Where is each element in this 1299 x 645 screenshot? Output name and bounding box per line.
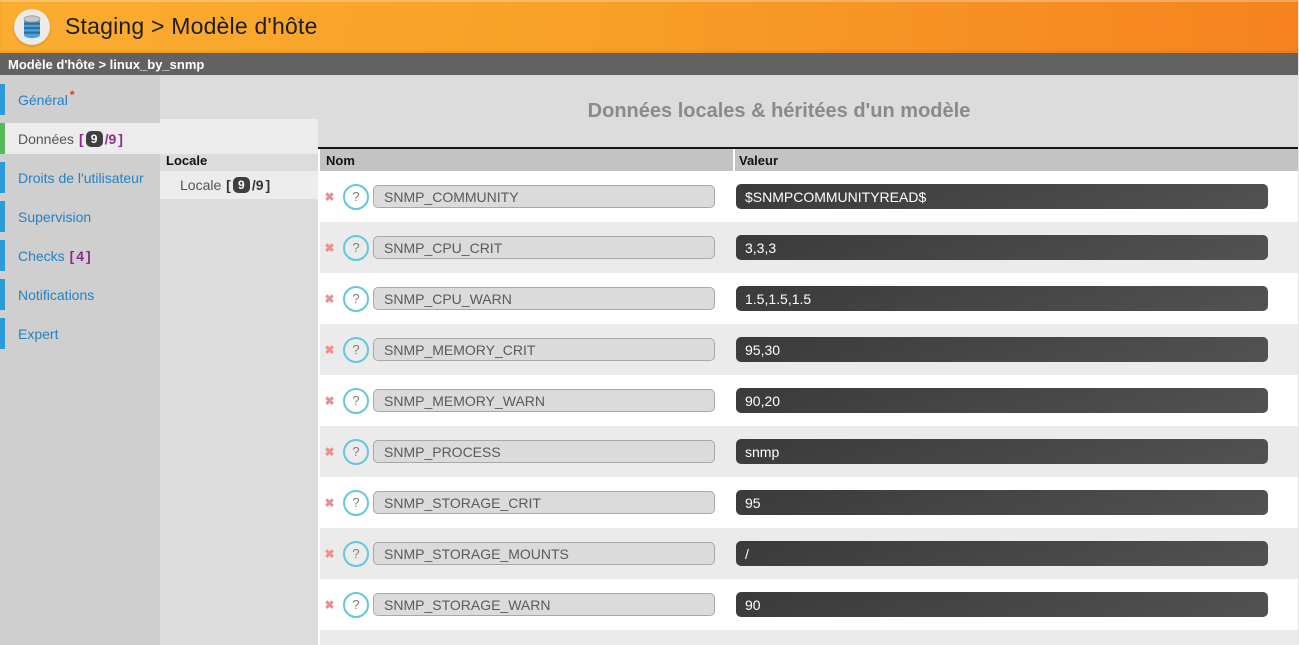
macro-value-input[interactable] [736,592,1268,617]
delete-icon[interactable]: ✖ [324,495,335,510]
macro-value-input[interactable] [736,337,1268,362]
count-badge: 9 [85,130,103,147]
sidebar: Général * Données [9/9] Droits de l'utili… [0,75,160,645]
macro-name-input[interactable] [373,491,715,514]
table-row: ✖ ? [320,222,1298,273]
macro-name-input[interactable] [373,338,715,361]
macro-value-input[interactable] [736,235,1268,260]
macro-name-input[interactable] [373,440,715,463]
table-row: ✖ ? [320,375,1298,426]
delete-icon[interactable]: ✖ [324,597,335,612]
macro-value-input[interactable] [736,490,1268,515]
help-icon[interactable]: ? [343,183,369,210]
database-icon [14,8,50,45]
locale-selected-item[interactable]: Locale [9/9] [160,171,318,199]
macro-value-input[interactable] [736,286,1268,311]
table-header-row: Nom Valeur [320,149,1298,171]
column-header-nom: Nom [320,149,735,171]
table-row: ✖ ? [320,477,1298,528]
count-bracket: [ [78,130,84,147]
table-row: ✖ ? [320,528,1298,579]
sidebar-item-label: Notifications [18,286,95,303]
macro-name-input[interactable] [373,287,715,310]
table-row: ✖ ? [320,324,1298,375]
macro-value-input[interactable] [736,388,1268,413]
sidebar-item-checks[interactable]: Checks [4] [0,240,160,271]
delete-icon[interactable]: ✖ [324,546,335,561]
help-icon[interactable]: ? [343,540,369,567]
delete-icon[interactable]: ✖ [324,444,335,459]
sidebar-item-notifications[interactable]: Notifications [0,279,160,310]
table-row: ✖ ? [320,579,1298,630]
delete-icon[interactable]: ✖ [324,240,335,255]
help-icon[interactable]: ? [343,336,369,363]
count-badge: 9 [232,177,250,193]
breadcrumb: Modèle d'hôte > linux_by_snmp [0,53,1298,75]
column-header-valeur: Valeur [739,152,779,168]
macros-table: Nom Valeur ✖ ? ✖ ? [318,149,1298,645]
delete-icon[interactable]: ✖ [324,291,335,306]
active-tab-extension [160,119,318,154]
help-icon[interactable]: ? [343,438,369,465]
help-icon[interactable]: ? [343,591,369,618]
table-row: ✖ ? [320,171,1298,222]
sidebar-item-general[interactable]: Général * [0,84,160,115]
count-bracket: ] [265,177,271,193]
count-bracket: [ [69,247,75,264]
count-bracket: ] [86,247,91,264]
page-title: Staging > Modèle d'hôte [65,13,318,39]
sidebar-item-expert[interactable]: Expert [0,318,160,349]
content-title-band: Données locales & héritées d'un modèle [160,75,1298,154]
count-total: /9 [104,130,117,147]
macro-value-input[interactable] [736,184,1268,209]
macro-name-input[interactable] [373,185,715,208]
macro-value-input[interactable] [736,439,1268,464]
locale-item-label: Locale [180,177,222,193]
macro-name-input[interactable] [373,542,715,565]
macro-name-input[interactable] [373,389,715,412]
table-row: ✖ ? [320,273,1298,324]
table-rows: ✖ ? ✖ ? ✖ ? [320,171,1298,630]
app-header: Staging > Modèle d'hôte [0,0,1298,53]
section-title: Données locales & héritées d'un modèle [587,99,971,122]
breadcrumb-text: Modèle d'hôte > linux_by_snmp [8,56,205,72]
sidebar-item-donnees[interactable]: Données [9/9] [0,123,160,154]
delete-icon[interactable]: ✖ [324,189,335,204]
count-total: /9 [251,177,264,193]
delete-icon[interactable]: ✖ [324,342,335,357]
macro-value-input[interactable] [736,541,1268,566]
count-bracket: ] [118,130,123,147]
sidebar-item-label: Expert [18,325,59,342]
help-icon[interactable]: ? [343,234,369,261]
count-value: 4 [76,247,85,264]
sidebar-item-label: Supervision [18,208,92,225]
help-icon[interactable]: ? [343,387,369,414]
help-icon[interactable]: ? [343,285,369,312]
locale-column-header: Locale [166,152,208,168]
sidebar-item-label: Général [18,91,68,108]
sidebar-item-supervision[interactable]: Supervision [0,201,160,232]
help-icon[interactable]: ? [343,489,369,516]
sidebar-item-label: Droits de l'utilisateur [18,169,144,186]
required-marker: * [69,87,75,102]
sidebar-item-label: Données [18,130,75,147]
sidebar-item-label: Checks [18,247,65,264]
macro-name-input[interactable] [373,593,715,616]
content-area: Données locales & héritées d'un modèle L… [160,75,1298,645]
delete-icon[interactable]: ✖ [324,393,335,408]
macro-name-input[interactable] [373,236,715,259]
locale-panel: Locale Locale [9/9] [160,149,318,645]
table-row: ✖ ? [320,426,1298,477]
count-bracket: [ [226,177,231,193]
sidebar-item-droits[interactable]: Droits de l'utilisateur [0,162,160,193]
